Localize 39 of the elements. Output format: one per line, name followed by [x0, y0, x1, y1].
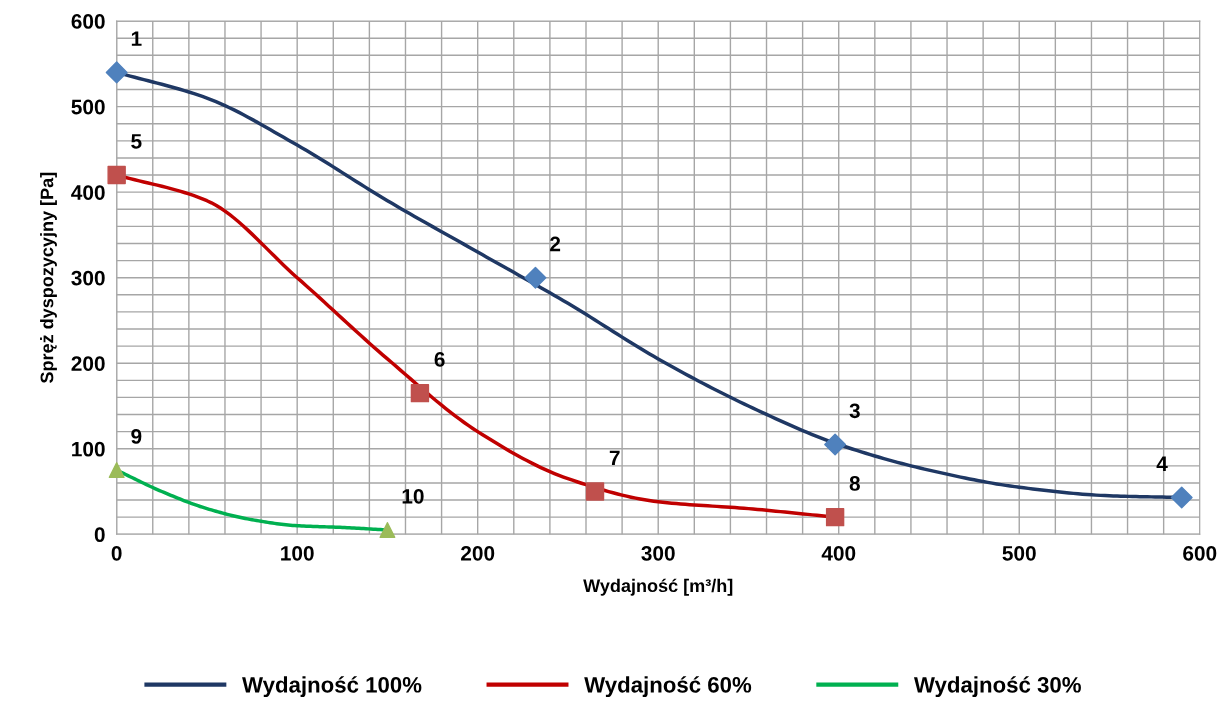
legend-label: Wydajność 60%: [584, 676, 752, 698]
annotation: 10: [402, 488, 424, 504]
point: [108, 462, 125, 479]
x-tick-label: 400: [821, 545, 856, 561]
x-tick-label: 300: [641, 545, 675, 561]
y-axis-title: Spręż dyspozycyjny [Pa]: [40, 172, 57, 384]
annotation: 6: [434, 352, 445, 367]
point: [410, 383, 430, 403]
point: [825, 507, 845, 527]
y-tick-label: 0: [94, 527, 105, 543]
y-tick-label: 500: [71, 99, 105, 115]
x-tick-label: 0: [111, 545, 122, 561]
y-tick-label: 100: [72, 441, 105, 457]
point: [585, 482, 605, 501]
annotation: 1: [131, 31, 142, 46]
annotation: 8: [849, 476, 860, 491]
y-tick-label: 200: [71, 356, 105, 371]
point: [524, 266, 547, 289]
y-tick-label: 400: [71, 185, 105, 200]
point: [379, 522, 396, 538]
legend-label: Wydajność 30%: [913, 676, 1081, 698]
x-tick-label: 500: [1002, 545, 1036, 561]
annotation: 3: [849, 403, 860, 419]
annotation: 5: [131, 134, 142, 149]
annotation: 4: [1156, 456, 1168, 471]
annotation: 2: [550, 236, 561, 252]
x-tick-label: 600: [1183, 545, 1217, 561]
y-tick-label: 600: [71, 14, 105, 29]
y-tick-label: 300: [71, 270, 105, 286]
x-axis-title: Wydajność [m³/h]: [583, 578, 733, 596]
point: [824, 433, 847, 456]
annotation: 9: [131, 429, 142, 444]
x-tick-label: 100: [281, 545, 314, 561]
point: [1170, 486, 1193, 509]
point: [105, 61, 128, 84]
point: [107, 165, 126, 185]
legend-label: Wydajność 100%: [242, 676, 422, 698]
x-tick-label: 200: [461, 545, 495, 561]
annotation: 7: [609, 450, 620, 465]
